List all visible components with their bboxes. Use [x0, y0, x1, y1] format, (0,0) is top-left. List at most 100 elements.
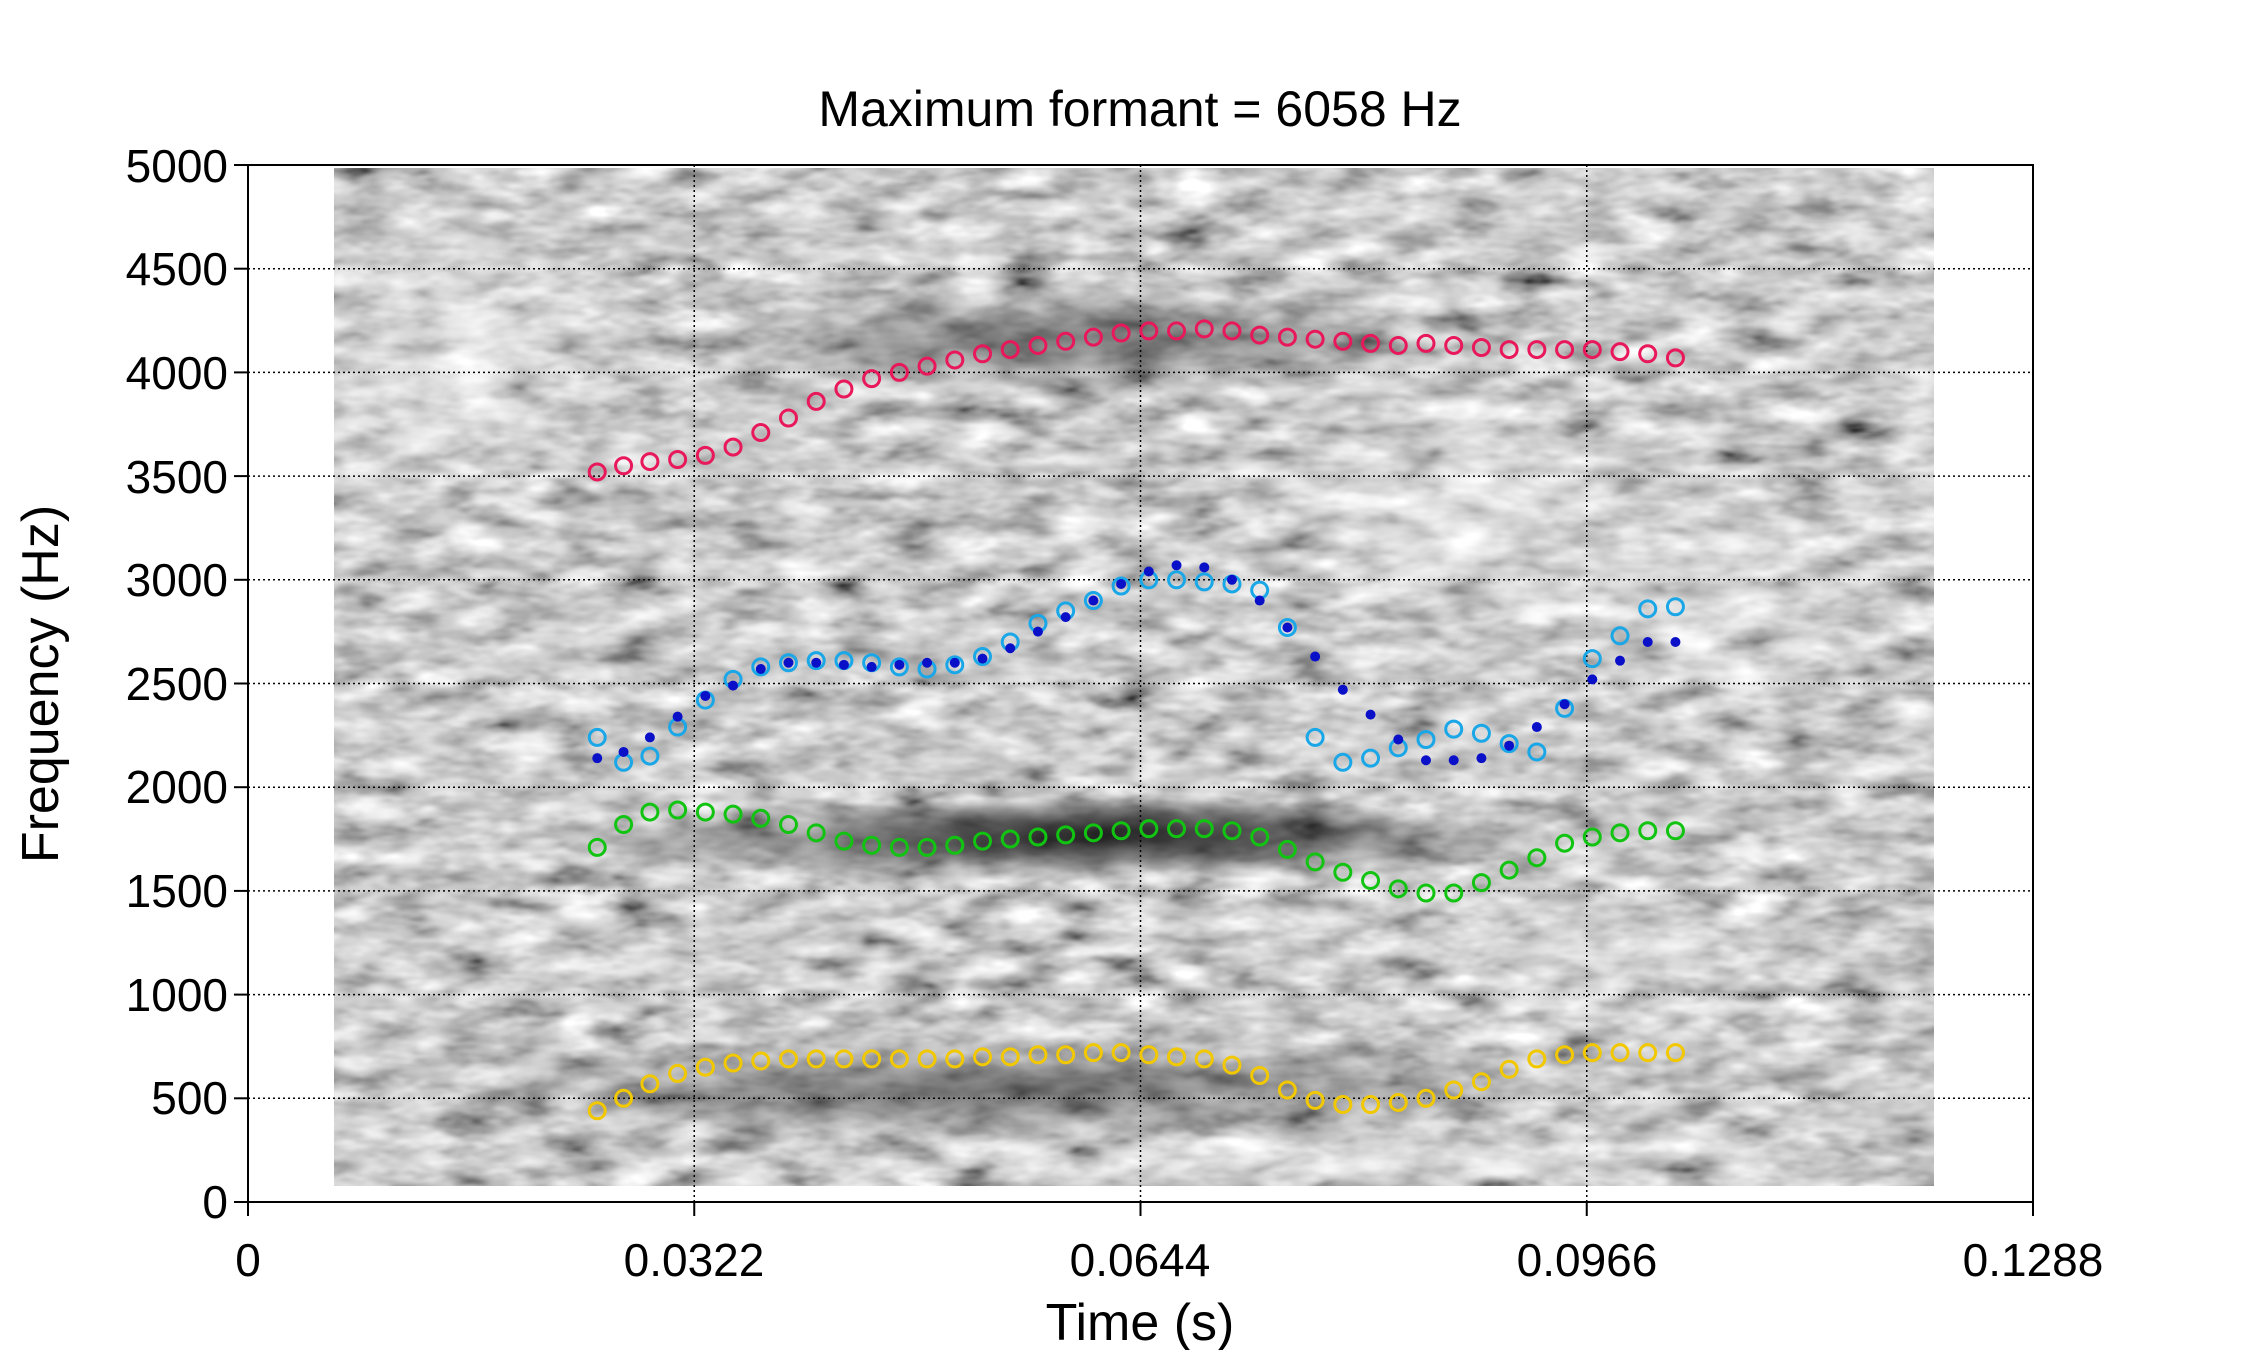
formant-point-f4 — [1665, 348, 1685, 368]
formant-point-f3 — [1638, 599, 1658, 619]
formant-point-f1 — [889, 1049, 909, 1069]
x-tick-label: 0.1288 — [1963, 1234, 2104, 1286]
formant-dot-f3_dot — [1143, 566, 1154, 577]
formant-point-f4 — [1083, 327, 1103, 347]
x-tick-label: 0.0966 — [1517, 1234, 1658, 1286]
formant-point-f3 — [1471, 723, 1491, 743]
y-axis-label: Frequency (Hz) — [12, 505, 70, 863]
formant-point-f2 — [1416, 883, 1436, 903]
formant-point-f2 — [1499, 860, 1519, 880]
y-tick-labels: 0 500 1000 1500 2000 2500 3000 3500 4000… — [126, 140, 228, 1228]
x-tick-label: 0.0322 — [624, 1234, 765, 1286]
formant-point-f4 — [889, 362, 909, 382]
formant-point-f1 — [1277, 1080, 1297, 1100]
formant-point-f2 — [1527, 848, 1547, 868]
formant-point-f1 — [1139, 1045, 1159, 1065]
formant-point-f4 — [1610, 342, 1630, 362]
formant-point-f3 — [1610, 626, 1630, 646]
formant-point-f3 — [945, 655, 965, 675]
formant-point-f3 — [1499, 734, 1519, 754]
formant-point-f3 — [1582, 649, 1602, 669]
formant-point-f3 — [778, 653, 798, 673]
formant-point-f4 — [1582, 340, 1602, 360]
formant-point-f4 — [1416, 333, 1436, 353]
formant-point-f2 — [751, 808, 771, 828]
formant-point-f3 — [806, 651, 826, 671]
formant-point-f2 — [1444, 883, 1464, 903]
formant-point-f3 — [1444, 719, 1464, 739]
formant-point-f4 — [668, 450, 688, 470]
x-tick-label: 0.0644 — [1070, 1234, 1211, 1286]
formant-point-f4 — [1638, 344, 1658, 364]
formant-point-f1 — [587, 1101, 607, 1121]
formant-dot-f3_dot — [618, 746, 629, 757]
formant-point-f2 — [695, 802, 715, 822]
formant-point-f2 — [1222, 821, 1242, 841]
formant-point-f3 — [1333, 752, 1353, 772]
formant-point-f3 — [1194, 572, 1214, 592]
formant-point-f1 — [973, 1047, 993, 1067]
y-tick-label: 1000 — [126, 969, 228, 1021]
formant-point-f3 — [1167, 570, 1187, 590]
axis-ticks — [234, 164, 2034, 1216]
formant-point-f2 — [973, 831, 993, 851]
formant-point-f1 — [1471, 1072, 1491, 1092]
formant-point-f4 — [778, 408, 798, 428]
formant-point-f1 — [1028, 1045, 1048, 1065]
formant-dot-f3_dot — [700, 690, 711, 701]
formant-dot-f3_dot — [949, 657, 960, 668]
formant-point-f2 — [1056, 825, 1076, 845]
formant-dot-f3_dot — [1531, 722, 1542, 733]
formant-point-f2 — [1194, 819, 1214, 839]
formant-point-f4 — [1167, 321, 1187, 341]
x-axis-label: Time (s) — [1046, 1294, 1235, 1350]
formant-point-f4 — [973, 344, 993, 364]
formant-point-f2 — [834, 831, 854, 851]
formant-point-f1 — [778, 1049, 798, 1069]
formant-point-f2 — [668, 800, 688, 820]
formant-point-f4 — [1527, 340, 1547, 360]
formant-point-f4 — [695, 445, 715, 465]
formant-point-f1 — [1499, 1059, 1519, 1079]
formant-point-f2 — [1333, 862, 1353, 882]
formant-point-f1 — [1194, 1049, 1214, 1069]
formant-dot-f3_dot — [728, 680, 739, 691]
formant-point-f2 — [587, 837, 607, 857]
formant-point-f4 — [1194, 319, 1214, 339]
formant-dot-f3_dot — [1504, 740, 1515, 751]
formant-point-f2 — [1028, 827, 1048, 847]
formant-point-f1 — [1333, 1095, 1353, 1115]
formant-dot-f3_dot — [1448, 755, 1459, 766]
y-tick-label: 4500 — [126, 243, 228, 295]
y-tick-label: 2000 — [126, 761, 228, 813]
formant-dot-f3_dot — [1005, 643, 1016, 654]
formant-point-f2 — [1305, 852, 1325, 872]
formant-point-f3 — [1361, 748, 1381, 768]
formant-point-f1 — [1444, 1080, 1464, 1100]
y-tick-label: 500 — [151, 1072, 228, 1124]
formant-point-f1 — [751, 1051, 771, 1071]
formant-point-f1 — [668, 1063, 688, 1083]
formant-dot-f3_dot — [1032, 626, 1043, 637]
formant-point-f3 — [1083, 591, 1103, 611]
formant-dot-f3_dot — [1337, 684, 1348, 695]
formant-point-f2 — [1250, 827, 1270, 847]
formant-point-f1 — [1388, 1092, 1408, 1112]
formant-point-f2 — [723, 804, 743, 824]
formant-point-f3 — [1305, 727, 1325, 747]
formant-point-f2 — [917, 837, 937, 857]
formant-point-f4 — [1388, 335, 1408, 355]
formant-point-f1 — [1610, 1043, 1630, 1063]
formant-dot-f3_dot — [1171, 560, 1182, 571]
formant-point-f4 — [862, 369, 882, 389]
formant-point-f4 — [1056, 331, 1076, 351]
formant-point-f4 — [1499, 340, 1519, 360]
formant-dot-f3_dot — [1310, 651, 1321, 662]
formant-point-f3 — [587, 727, 607, 747]
formant-dot-f3_dot — [894, 659, 905, 670]
formant-point-f1 — [1305, 1090, 1325, 1110]
formant-point-f3 — [1416, 729, 1436, 749]
spectrogram-image — [334, 168, 1934, 1186]
formant-point-f4 — [945, 350, 965, 370]
formant-point-f2 — [1555, 833, 1575, 853]
